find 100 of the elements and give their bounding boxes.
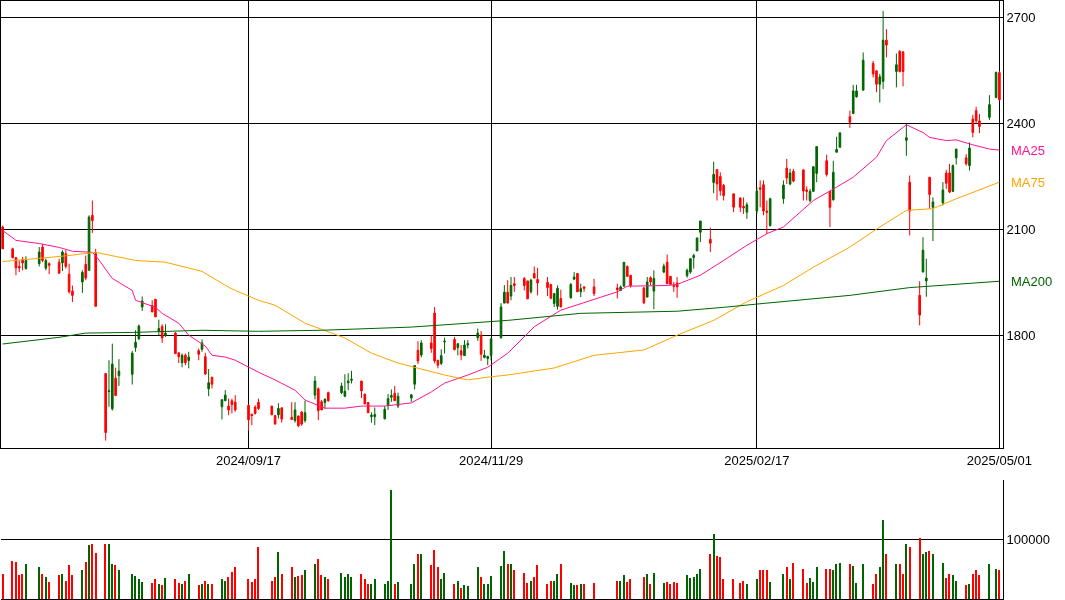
bar [942, 563, 944, 599]
bar [530, 581, 532, 599]
bar [118, 570, 120, 599]
bar [164, 578, 166, 599]
bar [732, 579, 734, 599]
bar [304, 570, 306, 599]
bar [570, 583, 572, 599]
candlestick [313, 375, 317, 400]
bar [523, 573, 525, 599]
bar [85, 562, 87, 599]
candlestick [489, 338, 493, 361]
candlestick [689, 257, 692, 275]
bar [344, 577, 346, 599]
bar [95, 553, 97, 599]
bar [68, 565, 70, 599]
candlestick [662, 263, 666, 274]
candlestick [47, 261, 51, 275]
candlestick [901, 51, 905, 87]
bar [188, 574, 190, 599]
bar [816, 567, 818, 599]
bar [673, 582, 675, 599]
candlestick [257, 398, 260, 411]
candlestick [921, 236, 925, 273]
bar [766, 570, 768, 599]
y-tick-label: 1800 [1006, 327, 1036, 343]
candlestick [230, 398, 234, 414]
bar [457, 581, 459, 599]
bar [413, 564, 415, 599]
candlestick [443, 337, 446, 355]
bar [453, 584, 455, 599]
bar [719, 557, 721, 599]
bar [988, 564, 990, 599]
series-label: MA200 [1011, 274, 1053, 289]
bar [546, 584, 548, 599]
bar [593, 583, 595, 599]
candlestick [802, 169, 805, 202]
bar [629, 579, 631, 599]
candlestick [782, 179, 785, 205]
candlestick [370, 411, 373, 424]
bar [25, 564, 27, 599]
candlestick [290, 401, 294, 421]
bar [374, 579, 376, 599]
bar [360, 574, 362, 599]
bar [899, 564, 901, 599]
y-tick-label: 100000 [1006, 532, 1050, 548]
bar [835, 564, 837, 599]
bar [138, 579, 140, 599]
bar [108, 544, 110, 599]
x-tick-label: 2025/05/01 [966, 452, 1032, 468]
bar [739, 583, 741, 599]
candlestick [476, 327, 480, 342]
bar [932, 554, 934, 599]
candlestick [825, 154, 828, 178]
candlestick [280, 407, 284, 424]
candlestick [792, 168, 795, 183]
candlestick [413, 365, 416, 390]
bar [882, 520, 884, 599]
bar [945, 578, 947, 599]
series-label: MA25 [1011, 143, 1045, 158]
bar [746, 584, 748, 599]
bar [972, 574, 974, 599]
candlestick [293, 401, 297, 424]
candlestick [895, 53, 898, 88]
bar [81, 570, 83, 599]
candlestick [885, 28, 888, 58]
bar [975, 570, 977, 599]
bar [314, 564, 316, 599]
candlestick [84, 255, 88, 281]
bar [317, 559, 319, 599]
bar [686, 575, 688, 599]
bar [141, 582, 143, 599]
bar [251, 582, 253, 599]
candlestick [1, 225, 4, 250]
bar [806, 583, 808, 599]
bar [490, 576, 492, 599]
candlestick [323, 397, 327, 410]
candlestick [197, 348, 200, 361]
candlestick [439, 348, 443, 366]
bar [211, 584, 213, 599]
candlestick [140, 295, 144, 312]
bar [131, 574, 133, 599]
bar [713, 534, 715, 599]
candlestick [160, 323, 164, 344]
bar [676, 583, 678, 599]
bar [281, 574, 283, 599]
candlestick [81, 269, 84, 294]
candlestick [572, 271, 576, 280]
candlestick [117, 358, 121, 387]
bar [2, 574, 4, 599]
bar [301, 575, 303, 599]
candlestick [184, 353, 187, 366]
candlestick [373, 406, 377, 426]
candlestick [918, 280, 921, 326]
bar [234, 567, 236, 599]
candlestick [732, 193, 735, 213]
candlestick [509, 276, 513, 301]
bar [433, 550, 435, 599]
bar [782, 574, 784, 599]
candlestick [645, 276, 649, 298]
bar [556, 574, 558, 599]
